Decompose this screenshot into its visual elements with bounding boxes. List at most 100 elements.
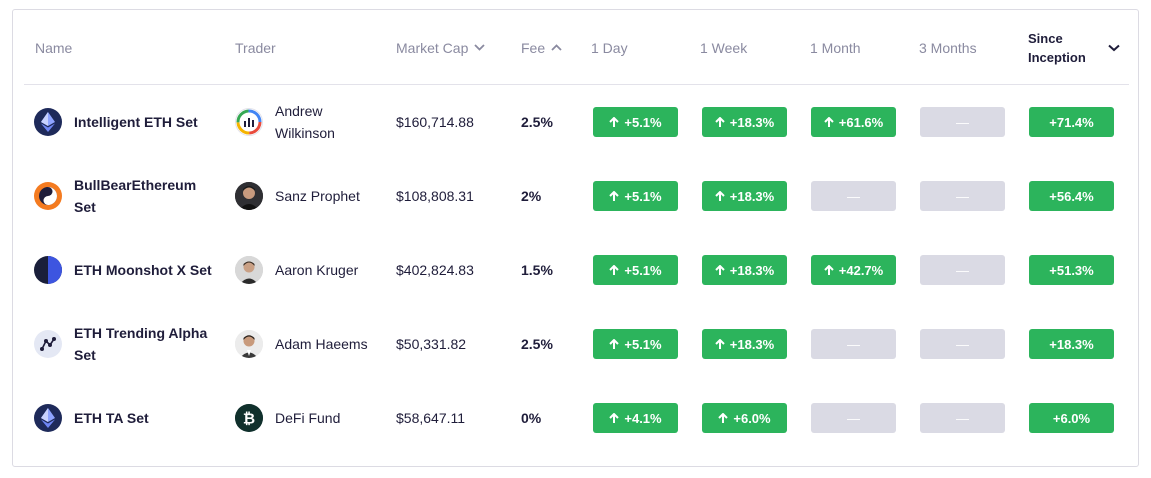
set-name-cell[interactable]: ETH Moonshot X Set: [34, 233, 224, 307]
set-name-cell[interactable]: BullBearEthereum Set: [34, 159, 224, 233]
return-value: +5.1%: [624, 188, 662, 204]
return-since-inception: +18.3%: [1029, 329, 1114, 359]
return-3-months: —: [920, 107, 1005, 137]
chevron-down-icon: [1108, 44, 1120, 52]
ethereum-icon: [34, 108, 62, 136]
trader-name[interactable]: Adam Haeems: [275, 336, 368, 352]
bull-bear-icon: [34, 182, 62, 210]
return-3-months: —: [920, 403, 1005, 433]
moon-icon: [34, 256, 62, 284]
header-fee-label: Fee: [521, 39, 546, 56]
set-name-cell[interactable]: ETH TA Set: [34, 381, 224, 455]
header-since-inception[interactable]: Since Inception: [1028, 10, 1120, 85]
header-name[interactable]: Name: [35, 10, 72, 85]
return-value: +6.0%: [1052, 410, 1091, 426]
table-row[interactable]: ETH TA Set ₿ DeFi Fund $58,647.11 0% +4.…: [24, 381, 1129, 455]
return-value: +42.7%: [838, 262, 884, 278]
fee-value: 2.5%: [521, 114, 553, 130]
return-value: +4.1%: [624, 410, 662, 426]
return-value: —: [956, 114, 969, 130]
return-1-week: +18.3%: [702, 107, 787, 137]
header-fee[interactable]: Fee: [521, 10, 562, 85]
return-value: +6.0%: [733, 410, 771, 426]
header-name-label: Name: [35, 39, 73, 56]
table-row[interactable]: BullBearEthereum Set Sanz Prophet $108,8…: [24, 159, 1129, 233]
table-row[interactable]: ETH Trending Alpha Set Adam Haeems $50,3…: [24, 307, 1129, 381]
set-name[interactable]: ETH Trending Alpha Set: [74, 325, 208, 363]
return-value: —: [847, 336, 860, 352]
set-name[interactable]: Intelligent ETH Set: [74, 114, 198, 130]
return-value: +18.3%: [729, 262, 775, 278]
person-avatar: [235, 182, 263, 210]
return-value: +5.1%: [624, 262, 662, 278]
set-name[interactable]: BullBearEthereum Set: [74, 177, 197, 215]
set-name[interactable]: ETH TA Set: [74, 410, 149, 426]
return-1-week: +18.3%: [702, 255, 787, 285]
return-value: +18.3%: [729, 336, 775, 352]
market-cap-value: $402,824.83: [396, 262, 474, 278]
return-1-week: +18.3%: [702, 181, 787, 211]
chevron-up-icon: [551, 44, 562, 51]
header-trader-label: Trader: [235, 39, 276, 56]
chevron-down-icon: [474, 44, 485, 51]
trader-cell[interactable]: Sanz Prophet: [235, 159, 395, 233]
table-row[interactable]: Intelligent ETH Set Andrew Wilkinson $16…: [24, 85, 1129, 159]
set-name-cell[interactable]: ETH Trending Alpha Set: [34, 307, 224, 381]
trader-cell[interactable]: Adam Haeems: [235, 307, 395, 381]
header-market-cap[interactable]: Market Cap: [396, 10, 485, 85]
header-1-day[interactable]: 1 Day: [591, 10, 628, 85]
return-3-months: —: [920, 329, 1005, 359]
return-value: —: [847, 410, 860, 426]
trader-name[interactable]: Aaron Kruger: [275, 262, 359, 278]
fee-value: 2%: [521, 188, 542, 204]
arrow-up-icon: [824, 116, 834, 128]
arrow-up-icon: [715, 338, 725, 350]
return-1-month: —: [811, 329, 896, 359]
market-cap-value: $50,331.82: [396, 336, 467, 352]
arrow-up-icon: [609, 190, 620, 202]
return-value: +18.3%: [1049, 336, 1094, 352]
table-row[interactable]: ETH Moonshot X Set Aaron Kruger $402,824…: [24, 233, 1129, 307]
market-cap-value: $58,647.11: [396, 410, 466, 426]
header-3-months[interactable]: 3 Months: [919, 10, 977, 85]
return-since-inception: +56.4%: [1029, 181, 1114, 211]
arrow-up-icon: [609, 264, 620, 276]
trader-name[interactable]: Sanz Prophet: [275, 188, 360, 204]
header-3-months-label: 3 Months: [919, 39, 977, 56]
arrow-up-icon: [715, 190, 725, 202]
return-value: —: [956, 336, 969, 352]
return-1-day: +4.1%: [593, 403, 678, 433]
return-1-month: —: [811, 181, 896, 211]
chart-logo-avatar: [235, 108, 263, 136]
trader-cell[interactable]: Aaron Kruger: [235, 233, 395, 307]
trader-cell[interactable]: Andrew Wilkinson: [235, 85, 395, 159]
header-trader[interactable]: Trader: [235, 10, 276, 85]
header-1-week[interactable]: 1 Week: [700, 10, 747, 85]
table-header: Name Trader Market Cap Fee 1 Day 1 Week …: [24, 10, 1129, 85]
return-since-inception: +51.3%: [1029, 255, 1114, 285]
fee-value: 2.5%: [521, 336, 553, 352]
market-cap-value: $108,808.31: [396, 188, 474, 204]
header-1-month[interactable]: 1 Month: [810, 10, 861, 85]
header-since-inception-label: Since Inception: [1028, 30, 1086, 65]
set-name-cell[interactable]: Intelligent ETH Set: [34, 85, 224, 159]
market-cap-value: $160,714.88: [396, 114, 474, 130]
trader-name[interactable]: DeFi Fund: [275, 410, 341, 426]
arrow-up-icon: [609, 412, 620, 424]
arrow-up-icon: [609, 116, 620, 128]
return-value: —: [956, 262, 969, 278]
arrow-up-icon: [824, 264, 834, 276]
header-1-month-label: 1 Month: [810, 39, 861, 56]
return-value: +51.3%: [1049, 262, 1094, 278]
return-value: +71.4%: [1049, 114, 1094, 130]
return-1-day: +5.1%: [593, 255, 678, 285]
set-name[interactable]: ETH Moonshot X Set: [74, 262, 212, 278]
return-1-month: —: [811, 403, 896, 433]
return-value: +5.1%: [624, 114, 662, 130]
sets-table: Name Trader Market Cap Fee 1 Day 1 Week …: [24, 10, 1129, 455]
return-1-week: +18.3%: [702, 329, 787, 359]
trader-name[interactable]: Andrew Wilkinson: [275, 103, 335, 141]
trader-cell[interactable]: ₿ DeFi Fund: [235, 381, 395, 455]
arrow-up-icon: [609, 338, 620, 350]
trend-nodes-icon: [34, 330, 62, 358]
